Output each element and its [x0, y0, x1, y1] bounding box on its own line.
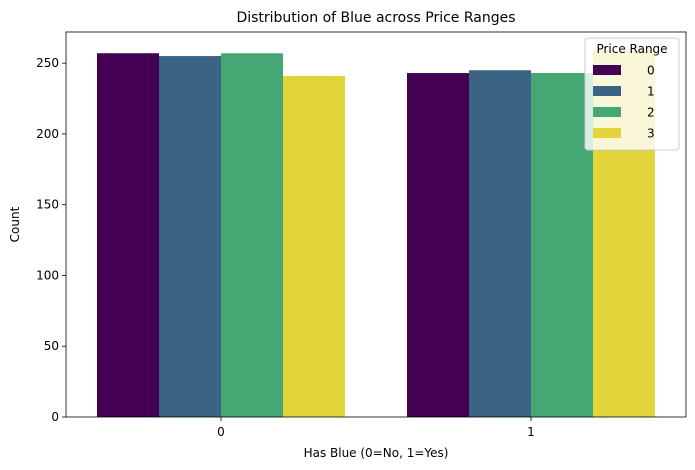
legend-swatch-1	[593, 86, 621, 96]
chart-title: Distribution of Blue across Price Ranges	[236, 10, 515, 26]
bar-cat-0-series-3	[283, 75, 345, 417]
bar-cat-0-series-1	[159, 56, 221, 418]
y-axis-title: Count	[8, 206, 22, 242]
legend-title: Price Range	[596, 42, 667, 56]
bar-cat-0-series-2	[221, 53, 283, 417]
x-tick-label: 1	[527, 425, 535, 439]
legend-label-0: 0	[647, 64, 655, 78]
legend-swatch-0	[593, 65, 621, 75]
bar-cat-1-series-2	[531, 73, 593, 418]
legend-swatch-2	[593, 107, 621, 117]
x-axis-title: Has Blue (0=No, 1=Yes)	[304, 446, 449, 460]
bar-cat-0-series-0	[97, 53, 159, 417]
y-tick-label: 250	[36, 56, 59, 70]
y-axis: 0 50 100 150 200 250	[36, 56, 66, 424]
plot-frame	[65, 31, 687, 418]
y-tick-label: 150	[36, 198, 59, 212]
x-tick-label: 0	[217, 425, 225, 439]
bar-cat-1-series-1	[469, 70, 531, 417]
bars-group	[97, 50, 655, 418]
legend-swatch-3	[593, 128, 621, 138]
y-tick-label: 0	[51, 410, 59, 424]
y-tick-label: 50	[44, 339, 59, 353]
y-tick-label: 100	[36, 268, 59, 282]
legend-label-1: 1	[647, 85, 655, 99]
legend-label-3: 3	[647, 127, 655, 141]
bar-cat-1-series-0	[407, 73, 469, 418]
y-tick-label: 200	[36, 127, 59, 141]
legend: Price Range 0 1 2 3	[584, 37, 680, 151]
legend-items: 0 1 2 3	[593, 64, 655, 141]
legend-label-2: 2	[647, 106, 655, 120]
